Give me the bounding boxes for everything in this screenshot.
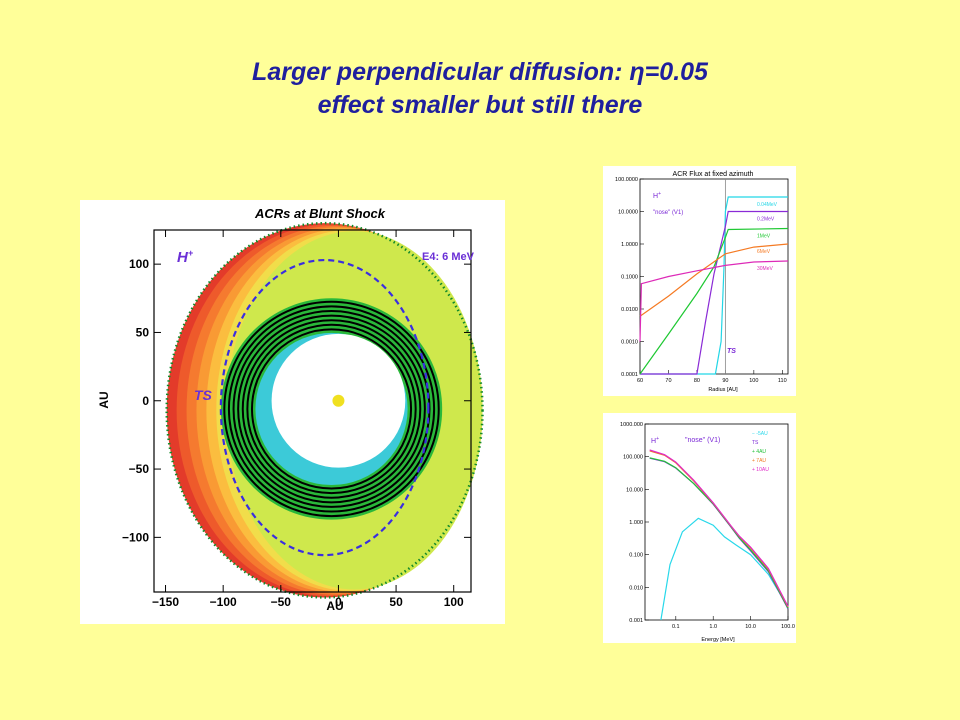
map-title: ACRs at Blunt Shock [254,206,386,221]
flux-species-label: H+ [653,191,661,200]
spectrum-species-symbol: H [651,438,656,445]
map-flux-contour [246,323,417,495]
map-axes: −150 −100 −50 0 50 100 100 50 0 −50 −100 [122,229,472,609]
flux-x-tick-label: 70 [665,378,671,384]
map-flux-contour [237,314,426,504]
spectrum-species-charge: + [656,436,659,442]
map-frame [153,229,472,593]
map-x-axis-label: AU [326,599,343,613]
spectrum-y-tick-label: 0.010 [629,585,643,591]
map-y-axis-label: AU [97,391,111,408]
flux-annotation: "nose" (V1) [653,210,683,216]
map-y-tick-label: −100 [122,530,149,544]
spectrum-annotation: "nose" (V1) [685,437,720,444]
energy-spectrum-panel: 1000.000 100.000 10.000 1.000 0.100 0.010 0.00… [603,413,796,643]
spectrum-legend-entry: + 7AU [752,458,766,464]
spectrum-y-tick-label: 10.000 [626,487,643,493]
flux-y-tick-label: 0.0100 [621,307,638,313]
flux-y-tick-label: 10.0000 [618,210,638,216]
flux-x-tick-label: 90 [722,378,728,384]
map-x-tick-label: 100 [444,595,464,609]
map-species-label: H+ [177,248,194,266]
map-x-tick-label: 0 [335,595,342,609]
flux-species-symbol: H [653,193,658,200]
spectrum-y-tick-label: 100.000 [623,455,643,461]
flux-series-line [639,243,789,317]
spectrum-x-tick-label: 0.1 [672,624,680,630]
spectrum-legend-entry: + 10AU [752,467,769,473]
flux-plot-area: 100.0000 10.0000 1.0000 0.1000 0.0100 0.0010 0… [615,177,789,384]
map-flux-contour [232,309,431,508]
flux-legend-entry: 0.04MeV [757,202,778,208]
spectrum-series-line [660,517,789,621]
flux-legend-entry: 0.2MeV [757,217,775,223]
map-species-symbol: H [177,249,189,266]
map-y-tick-label: 100 [129,257,149,271]
flux-legend-entry: 1MeV [757,233,771,239]
acr-flux-radius-panel: ACR Flux at fixed azimuth 100.0000 10.000… [603,166,796,396]
spectrum-y-tick-label: 1.000 [629,520,643,526]
slide-title: Larger perpendicular diffusion: η=0.05 e… [0,56,960,122]
map-x-tick-label: −100 [210,595,237,609]
map-x-tick-label: −150 [152,595,179,609]
flux-chart-title: ACR Flux at fixed azimuth [673,171,754,178]
map-flux-contour [250,328,413,490]
map-sun-marker [332,394,345,407]
spectrum-x-tick-label: 10.0 [745,624,756,630]
flux-y-tick-label: 0.0010 [621,340,638,346]
map-y-tick-label: −50 [129,462,150,476]
slide-title-line2: effect smaller but still there [317,91,643,119]
map-termination-shock [219,258,430,557]
spectrum-legend-entry: − -5AU [752,431,768,437]
flux-series-line [639,260,789,342]
flux-x-tick-label: 80 [694,378,700,384]
flux-legend-entry: 30MeV [757,266,774,272]
flux-species-charge: + [658,191,661,197]
spectrum-x-tick-label: 100.0 [781,624,795,630]
spectrum-legend-entry: + 4AU [752,449,766,455]
acr-flux-radius-chart: ACR Flux at fixed azimuth 100.0000 10.000… [615,171,789,393]
flux-shock-label: TS [727,348,736,355]
map-outer-boundary [165,221,484,599]
spectrum-x-axis-label: Energy [MeV] [701,637,735,643]
map-y-tick-label: 0 [142,394,149,408]
map-species-charge: + [188,248,194,258]
map-shock-label: TS [194,387,213,403]
map-x-tick-label: −50 [271,595,292,609]
spectrum-y-tick-label: 1000.000 [620,422,643,428]
map-energy-label: E4: 6 MeV [422,251,475,263]
spectrum-y-tick-label: 0.001 [629,618,643,624]
flux-y-tick-label: 0.1000 [621,275,638,281]
energy-spectrum-chart: 1000.000 100.000 10.000 1.000 0.100 0.010 0.00… [620,422,795,643]
blunt-shock-map: ACRs at Blunt Shock −150 −100 −50 0 50 100 100… [97,206,484,613]
map-flux-contour [241,319,422,499]
spectrum-frame [644,423,789,621]
map-plot-area [165,221,484,599]
map-y-tick-label: 50 [136,325,150,339]
flux-x-tick-label: 100 [749,378,758,384]
flux-x-tick-label: 60 [637,378,643,384]
slide-title-line1: Larger perpendicular diffusion: η=0.05 [252,58,708,86]
spectrum-species-label: H+ [651,436,659,445]
map-flux-contour [223,300,440,518]
map-flux-contour [227,305,436,513]
flux-x-tick-label: 110 [778,378,787,384]
spectrum-y-tick-label: 0.100 [629,553,643,559]
spectrum-series-line [649,449,789,607]
spectrum-plot-area: 1000.000 100.000 10.000 1.000 0.100 0.010 0.00… [620,422,795,630]
spectrum-x-tick-label: 1.0 [709,624,717,630]
flux-y-tick-label: 1.0000 [621,242,638,248]
flux-series-line [639,227,789,375]
flux-series-line [640,210,788,375]
map-x-tick-label: 50 [389,595,403,609]
flux-y-tick-label: 100.0000 [615,177,638,183]
flux-x-axis-label: Radius [AU] [708,387,738,393]
flux-y-tick-label: 0.0001 [621,372,638,378]
flux-series-line [640,196,788,375]
blunt-shock-map-panel: ACRs at Blunt Shock −150 −100 −50 0 50 100 100… [80,200,505,624]
flux-legend-entry: 6MeV [757,249,771,255]
spectrum-legend-entry: TS [752,440,759,446]
